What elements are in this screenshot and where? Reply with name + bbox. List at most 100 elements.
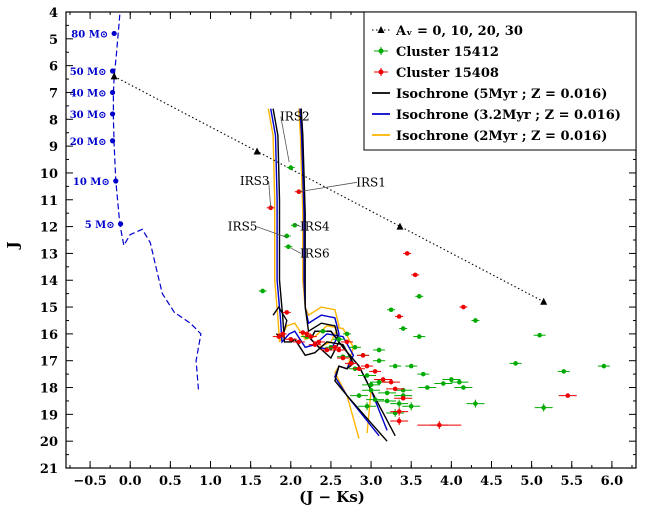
isochrone-curves (267, 108, 396, 442)
cluster-15408-point (364, 363, 370, 369)
irs-pointer (256, 226, 287, 238)
mass-label: 80 M⊙ (71, 29, 108, 40)
y-tick-label: 10 (40, 167, 58, 182)
cluster-15412-point (364, 373, 370, 378)
x-tick-label: 1.5 (239, 474, 262, 489)
zams-curve (112, 14, 202, 391)
y-tick-label: 21 (40, 462, 58, 477)
irs-pointer (290, 247, 302, 254)
y-tick-label: 8 (49, 113, 58, 128)
y-tick-label: 6 (49, 60, 58, 75)
data-points (258, 165, 610, 430)
cluster-15408-point (360, 353, 366, 358)
x-tick-label: 2.0 (279, 474, 302, 489)
mass-label: 10 M⊙ (73, 177, 110, 188)
x-tick-label: 0.5 (159, 474, 182, 489)
x-tick-label: 5.5 (560, 474, 583, 489)
cluster-15408-point (344, 339, 350, 345)
x-tick-label: −0.5 (73, 474, 107, 489)
legend-label: Cluster 15408 (396, 66, 499, 81)
x-tick-label: 3.0 (360, 474, 383, 489)
irs-label: IRS4 (300, 220, 330, 234)
mass-marker (109, 138, 116, 144)
legend-label: Aᵥ = 0, 10, 20, 30 (395, 24, 523, 39)
cluster-15412-point (384, 398, 390, 404)
legend-box (363, 11, 637, 151)
mass-marker (109, 111, 116, 117)
x-tick-label: 3.5 (400, 474, 423, 489)
cluster-15412-point (473, 401, 478, 406)
reddening-vector (110, 72, 548, 305)
cluster-15412-point (513, 361, 518, 366)
y-tick-label: 16 (40, 328, 58, 343)
cluster-15408-point (461, 304, 466, 310)
cluster-15408-point (324, 347, 330, 353)
cluster-15412-point (344, 331, 350, 337)
x-tick-label: 1.0 (199, 474, 222, 489)
main-sequence-line: 80 M⊙ 50 M⊙ 40 M⊙ 30 M⊙ 20 M⊙ 10 M⊙ 5 M⊙ (70, 14, 202, 391)
cluster-15412-point (392, 363, 398, 369)
cluster-15412-point (356, 393, 362, 398)
mass-marker (117, 221, 124, 227)
cluster-15412-point (473, 318, 478, 323)
legend-label: Cluster 15412 (396, 45, 499, 60)
mass-marker (111, 30, 117, 37)
cluster-15408-point (380, 377, 386, 382)
cluster-15408-point (308, 334, 314, 339)
y-tick-label: 12 (40, 221, 58, 236)
irs-label: IRS6 (300, 246, 330, 260)
cluster-15408-point (396, 314, 402, 319)
cluster-15412-point (537, 332, 542, 338)
mass-marker (109, 68, 116, 74)
cluster-15412-point (292, 222, 298, 228)
x-tick-label: 4.0 (440, 474, 463, 489)
x-tick-label: 6.0 (601, 474, 624, 489)
cluster-15408-point (336, 347, 342, 353)
cluster-15408-point (404, 251, 410, 256)
isochrone-curve (270, 108, 380, 437)
x-axis-label: (J − Ks) (299, 488, 365, 506)
cluster-15408-point (300, 330, 306, 335)
isochrone-curve (267, 108, 360, 439)
cluster-15412-point (541, 405, 546, 410)
y-tick-label: 5 (49, 33, 58, 48)
y-tick-label: 17 (40, 355, 58, 370)
irs-label: IRS1 (356, 175, 386, 189)
legend: Aᵥ = 0, 10, 20, 30 Cluster 15412 Cluster 1… (363, 11, 637, 151)
cluster-15412-point (376, 358, 382, 364)
x-tick-label: 4.5 (480, 474, 503, 489)
legend-label: Isochrone (2Myr ; Z = 0.016) (396, 129, 607, 144)
x-tick-label: 0.0 (119, 474, 142, 489)
cluster-15408-point (392, 386, 398, 392)
cluster-15412-point (384, 390, 390, 396)
isochrone-curve (272, 108, 388, 442)
reddening-marker (540, 297, 548, 305)
cluster-15412-point (336, 336, 342, 342)
irs-pointer (268, 180, 272, 208)
reddening-marker (253, 147, 261, 155)
cluster-15412-point (416, 294, 422, 299)
y-tick-label: 15 (40, 301, 58, 316)
cluster-15412-point (601, 363, 607, 369)
cluster-15408-point (316, 339, 322, 345)
cluster-15408-point (280, 331, 286, 337)
cluster-15408-point (276, 334, 282, 339)
cluster-15412-point (368, 382, 374, 388)
irs-label: IRS3 (240, 174, 270, 188)
cluster-15412-point (416, 334, 422, 339)
y-tick-label: 4 (49, 6, 58, 21)
cluster-15408-point (372, 369, 378, 374)
cluster-15412-point (461, 385, 466, 390)
y-tick-label: 20 (40, 435, 58, 450)
legend-label: Isochrone (3.2Myr ; Z = 0.016) (396, 108, 621, 123)
cluster-15412-point (364, 404, 370, 409)
cluster-15412-point (286, 244, 291, 250)
mass-marker (109, 89, 116, 96)
cluster-15408-point (340, 355, 346, 361)
cluster-15408-point (396, 418, 402, 424)
cluster-15412-point (561, 369, 567, 374)
cluster-15408-point (400, 395, 406, 401)
cluster-15412-point (441, 381, 446, 386)
x-tick-label: 5.0 (520, 474, 543, 489)
